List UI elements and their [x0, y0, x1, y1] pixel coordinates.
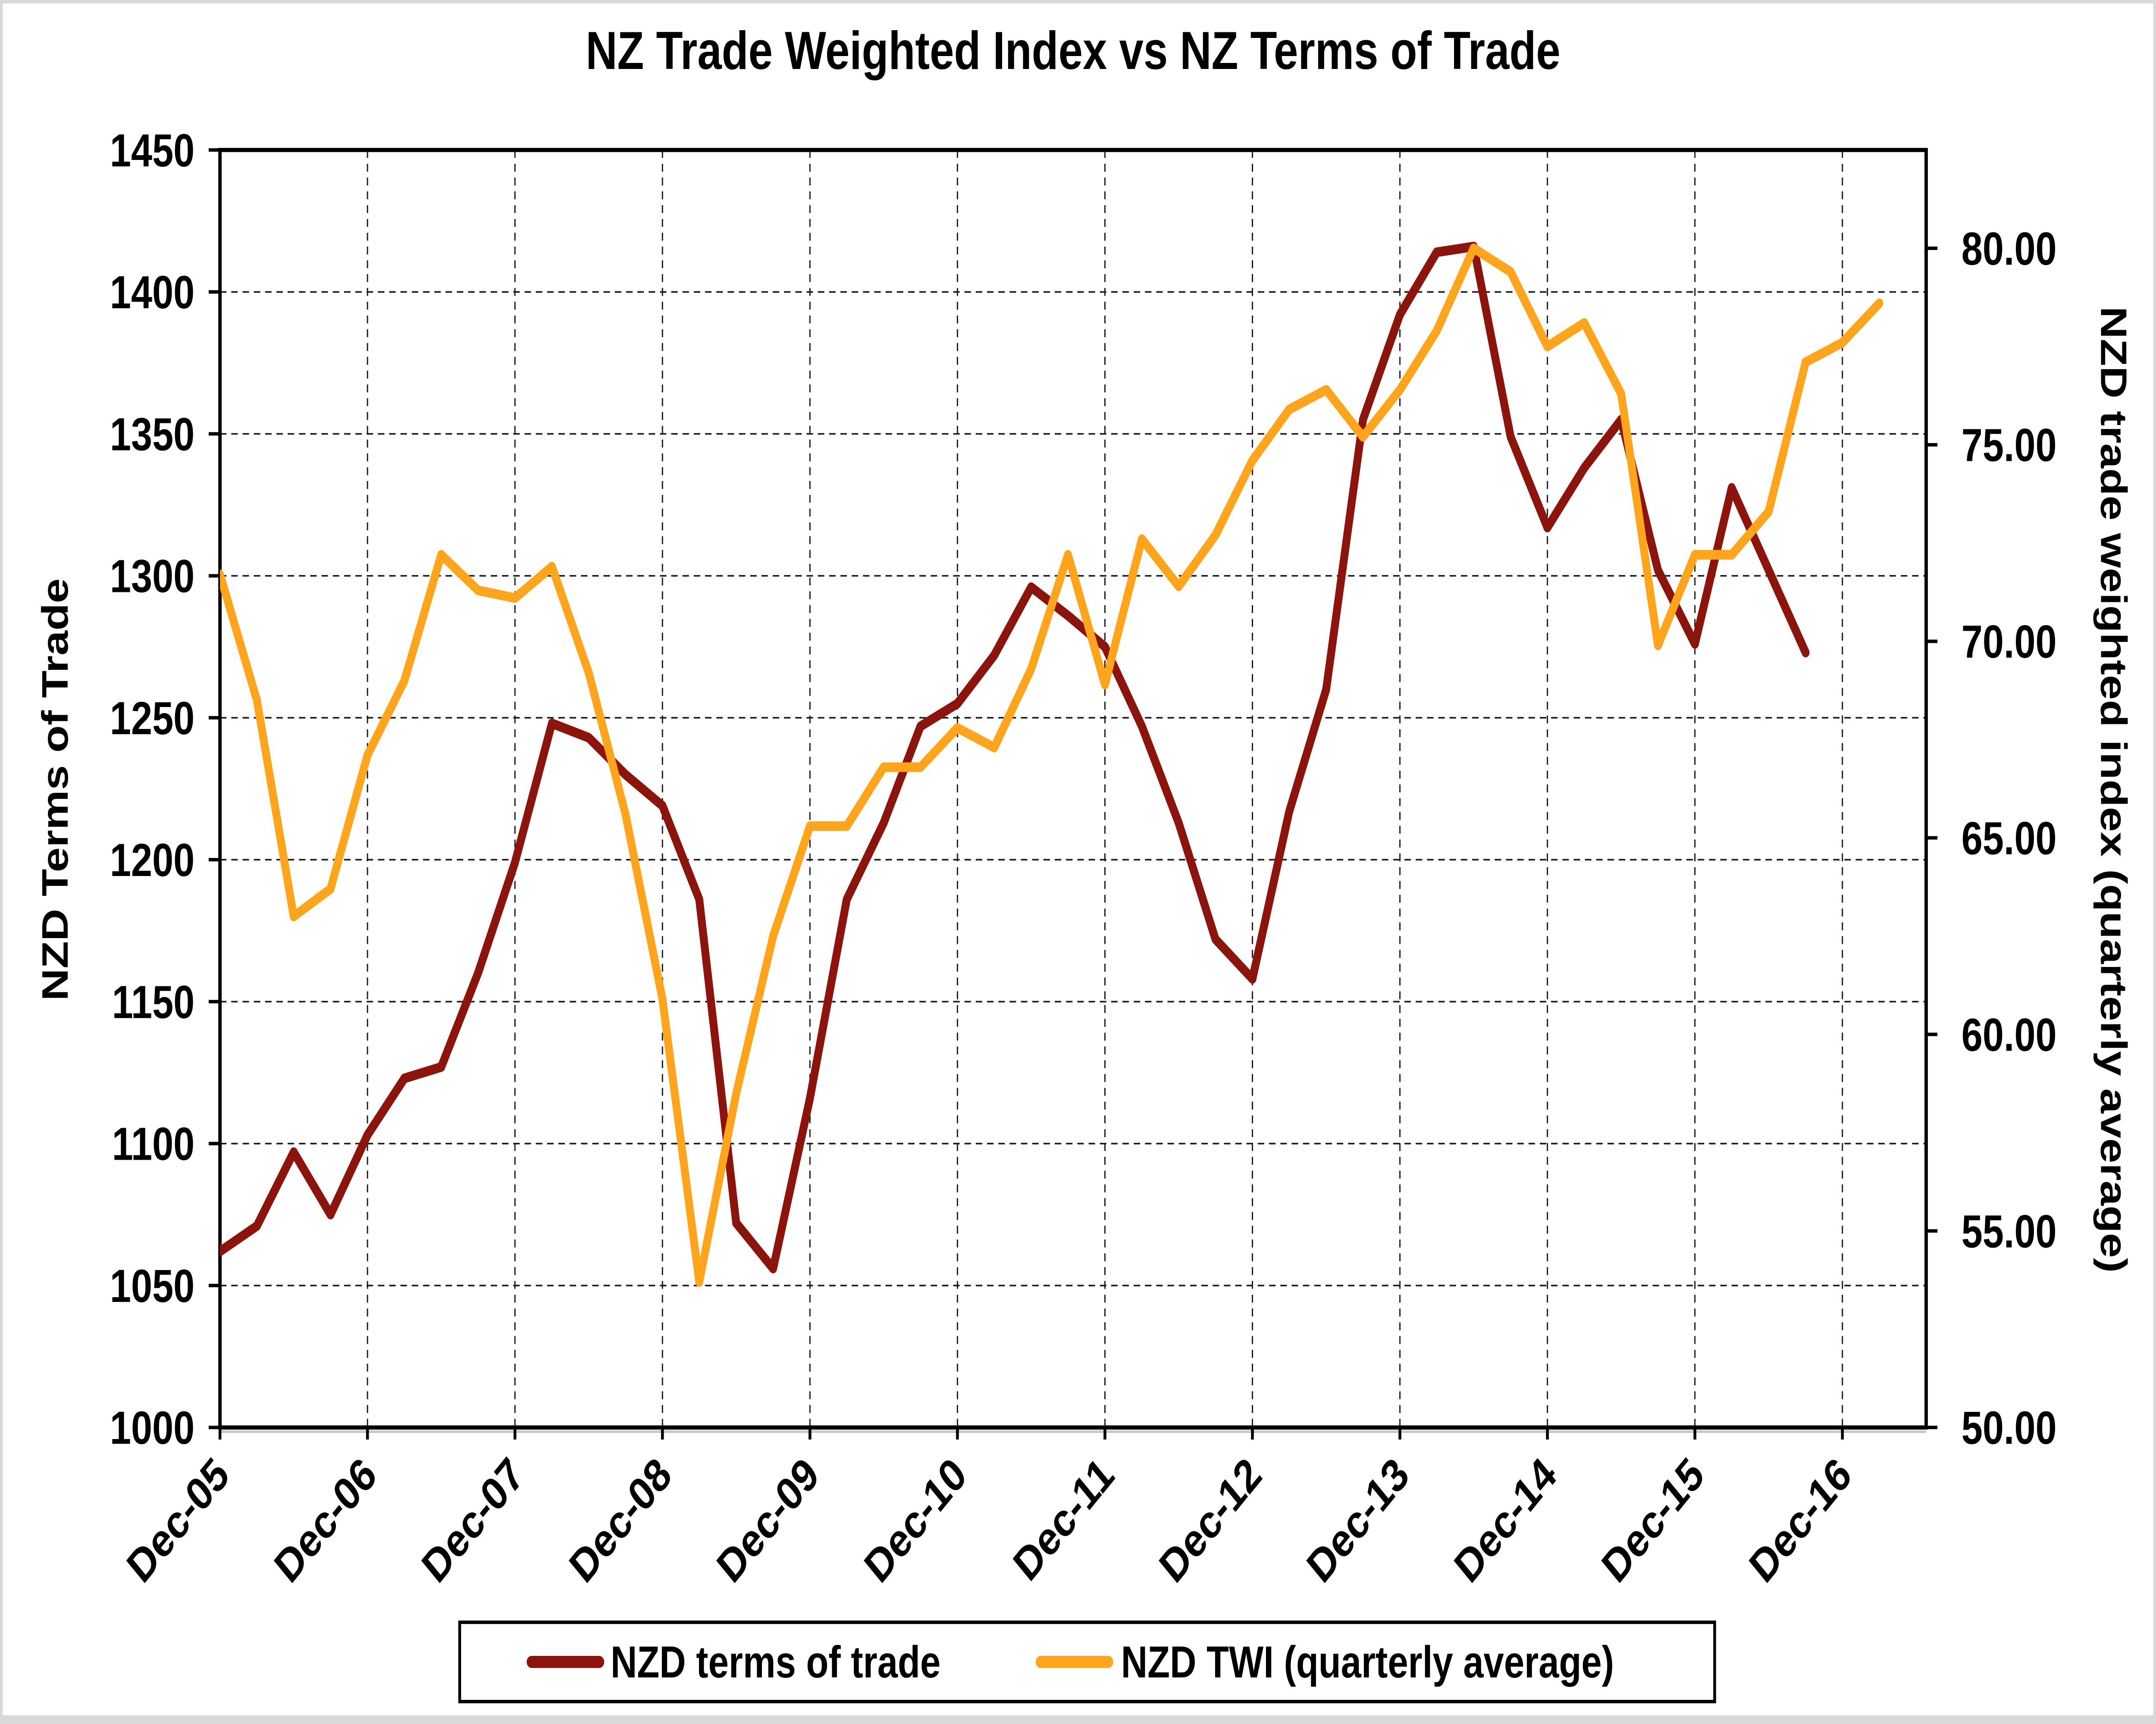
left-axis-tick-label: 1400 — [110, 266, 194, 318]
right-axis-title: NZD trade weighted index (quarterly aver… — [2093, 307, 2134, 1273]
right-axis-tick-labels: 50.00 55.00 60.00 65.00 70.00 75.00 80.00 — [1962, 222, 2057, 1454]
left-axis-tick-label: 1100 — [112, 1118, 195, 1170]
series-lines — [220, 241, 1883, 1287]
left-axis-title: NZD Terms of Trade — [35, 578, 76, 1001]
right-axis-tick-label: 65.00 — [1962, 812, 2057, 864]
left-axis-tick-label: 1450 — [110, 124, 194, 176]
left-axis-tick-labels: 1000 1050 1100 1150 1200 1250 1300 1350 1400 1450 — [110, 124, 194, 1454]
left-axis-tick-label: 1350 — [110, 408, 194, 460]
legend-label-terms-of-trade: NZD terms of trade — [611, 1637, 940, 1687]
right-axis-tick-label: 50.00 — [1962, 1402, 2057, 1454]
right-axis-tick-label: 70.00 — [1962, 616, 2057, 667]
plot-border — [218, 148, 1928, 1430]
axis-ticks — [208, 148, 1938, 1440]
left-axis-tick-label: 1150 — [112, 976, 195, 1028]
left-axis-tick-label: 1300 — [110, 550, 194, 602]
series-line-nzd-terms-of-trade — [220, 241, 1810, 1273]
plot-frame — [218, 148, 1928, 1433]
left-axis-tick-label: 1250 — [110, 692, 194, 744]
left-axis-tick-label: 1200 — [110, 834, 194, 886]
left-axis-tick-label: 1050 — [110, 1260, 194, 1311]
right-axis-tick-label: 55.00 — [1962, 1205, 2057, 1257]
right-axis-tick-label: 80.00 — [1962, 222, 2057, 274]
series-line-nzd-twi-quarterly-average- — [220, 243, 1883, 1287]
legend: NZD terms of trade NZD TWI (quarterly av… — [458, 1621, 1716, 1704]
gridlines — [220, 150, 1926, 1428]
right-axis-tick-label: 75.00 — [1962, 419, 2057, 471]
right-axis-tick-label: 60.00 — [1962, 1009, 2057, 1061]
legend-label-twi: NZD TWI (quarterly average) — [1121, 1637, 1614, 1687]
left-axis-tick-label: 1000 — [110, 1402, 194, 1454]
chart-title: NZ Trade Weighted Index vs NZ Terms of T… — [586, 20, 1560, 80]
